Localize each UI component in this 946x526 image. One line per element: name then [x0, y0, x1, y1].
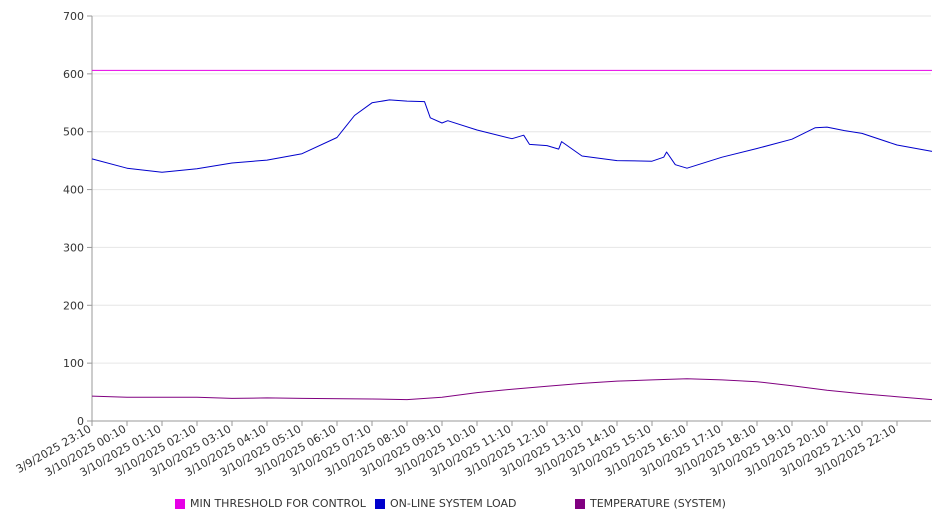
x-axis: 3/9/2025 23:103/10/2025 00:103/10/2025 0…: [14, 420, 931, 479]
y-tick-label: 0: [77, 415, 84, 428]
legend-item-temperature: TEMPERATURE (SYSTEM): [575, 497, 726, 510]
series-lines: [91, 69, 933, 401]
legend-label-temperature: TEMPERATURE (SYSTEM): [590, 497, 726, 510]
legend-swatch-temperature: [575, 498, 585, 509]
y-tick-label: 700: [63, 10, 84, 23]
y-tick-label: 400: [63, 184, 84, 197]
y-axis: 0 100 200 300 400 500 600 700: [63, 10, 93, 428]
legend-swatch-system-load: [375, 498, 385, 509]
series-line-temperature: [91, 378, 933, 401]
legend-item-min-threshold: MIN THRESHOLD FOR CONTROL: [175, 497, 366, 510]
legend-swatch-min-threshold: [175, 498, 185, 509]
legend-item-system-load: ON-LINE SYSTEM LOAD: [375, 497, 516, 510]
gridlines: [92, 15, 931, 364]
legend-label-system-load: ON-LINE SYSTEM LOAD: [390, 497, 517, 510]
y-tick-label: 200: [63, 299, 84, 312]
y-tick-label: 300: [63, 241, 84, 254]
series-line-system-load: [91, 99, 933, 173]
y-tick-label: 600: [63, 68, 84, 81]
legend-label-min-threshold: MIN THRESHOLD FOR CONTROL: [190, 497, 366, 510]
y-tick-label: 500: [63, 126, 84, 139]
legend: MIN THRESHOLD FOR CONTROL ON-LINE SYSTEM…: [0, 497, 946, 515]
y-tick-label: 100: [63, 357, 84, 370]
